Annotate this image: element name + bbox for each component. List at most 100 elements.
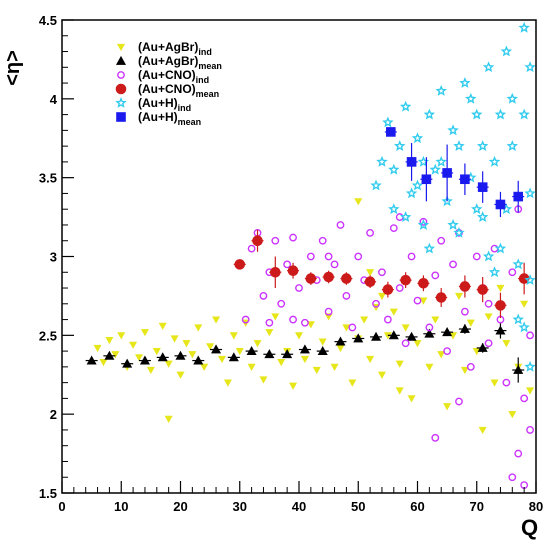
data-point	[482, 250, 495, 262]
data-point	[407, 252, 416, 261]
data-point	[300, 355, 309, 364]
data-point	[506, 92, 519, 104]
data-point	[157, 352, 168, 362]
data-point	[411, 179, 424, 191]
data-point	[423, 242, 436, 254]
data-point	[386, 127, 396, 137]
data-point	[443, 403, 452, 411]
data-point	[117, 332, 126, 340]
data-point	[514, 449, 523, 458]
data-point	[395, 387, 404, 395]
data-point	[524, 61, 536, 73]
series-h_ind	[370, 21, 536, 372]
data-point	[405, 187, 418, 199]
data-point	[393, 140, 406, 152]
data-point	[518, 108, 530, 120]
data-point	[526, 331, 534, 340]
data-point	[330, 260, 339, 269]
y-tick-label: 2	[50, 407, 57, 422]
data-point	[295, 284, 303, 292]
data-point	[495, 300, 506, 311]
data-point	[488, 155, 501, 167]
data-point	[342, 292, 351, 300]
data-point	[305, 273, 317, 284]
data-point	[211, 344, 222, 354]
data-point	[471, 203, 483, 215]
data-point	[294, 332, 304, 340]
data-point	[377, 292, 386, 301]
x-tick-label: 10	[114, 499, 128, 514]
data-point	[383, 315, 392, 324]
y-tick-label: 3	[50, 250, 57, 265]
data-point	[324, 307, 333, 316]
data-point	[364, 276, 376, 288]
data-point	[312, 366, 321, 375]
data-point	[460, 174, 470, 185]
y-tick-label: 3.5	[39, 171, 57, 186]
data-point	[223, 379, 232, 387]
data-point	[526, 426, 534, 434]
data-point	[164, 415, 173, 424]
y-tick-label: 4	[50, 92, 58, 107]
data-point	[247, 244, 256, 253]
data-point	[388, 203, 400, 215]
data-point	[506, 140, 519, 152]
data-point	[459, 281, 471, 292]
data-point	[370, 179, 382, 191]
data-point	[472, 252, 481, 261]
data-point	[283, 260, 292, 269]
data-point	[372, 299, 380, 308]
data-point	[431, 316, 440, 324]
data-point	[460, 366, 469, 375]
data-point	[259, 376, 268, 384]
data-point	[518, 21, 530, 33]
data-point	[477, 342, 488, 352]
data-point	[212, 316, 221, 324]
data-point	[152, 347, 161, 356]
data-point	[406, 157, 417, 167]
x-tick-label: 0	[58, 499, 65, 514]
data-point	[484, 313, 493, 321]
x-tick-label: 60	[410, 499, 424, 514]
legend-marker	[115, 96, 127, 108]
data-point	[323, 271, 334, 283]
x-tick-label: 80	[529, 499, 543, 514]
data-point	[93, 344, 102, 353]
legend-label: (Au+H)mean	[138, 110, 201, 127]
axis-ticks: 0 10 20 30 40 50 60 70 80 1.5 2 2.5 3 3.5 4 4.5	[39, 13, 543, 514]
x-axis-title: Q	[521, 515, 538, 540]
data-point	[413, 340, 422, 348]
data-point	[175, 350, 186, 360]
data-point	[228, 352, 239, 362]
data-point	[342, 324, 351, 332]
data-point	[193, 355, 204, 365]
data-point	[417, 218, 430, 230]
data-point	[105, 336, 114, 345]
data-point	[259, 292, 268, 300]
data-point	[435, 155, 447, 167]
data-point	[289, 382, 298, 390]
data-point	[277, 359, 286, 367]
legend-marker	[117, 71, 125, 79]
data-point	[490, 244, 499, 253]
series-h_mean	[384, 127, 525, 218]
data-point	[377, 371, 386, 379]
data-point	[494, 242, 507, 254]
data-point	[435, 84, 447, 96]
data-point	[429, 163, 442, 175]
y-axis-title: <η>	[2, 50, 24, 86]
data-point	[371, 331, 382, 341]
legend-label: (Au+AgBr)ind	[138, 40, 212, 57]
data-point	[388, 330, 399, 340]
data-point	[437, 236, 446, 245]
data-point	[366, 269, 375, 277]
data-point	[247, 363, 256, 371]
series-agbr_mean	[85, 322, 525, 383]
data-point	[301, 318, 309, 327]
data-point	[435, 292, 447, 303]
data-point	[520, 394, 529, 403]
data-point	[513, 191, 524, 202]
data-point	[401, 339, 410, 348]
data-point	[524, 187, 536, 199]
